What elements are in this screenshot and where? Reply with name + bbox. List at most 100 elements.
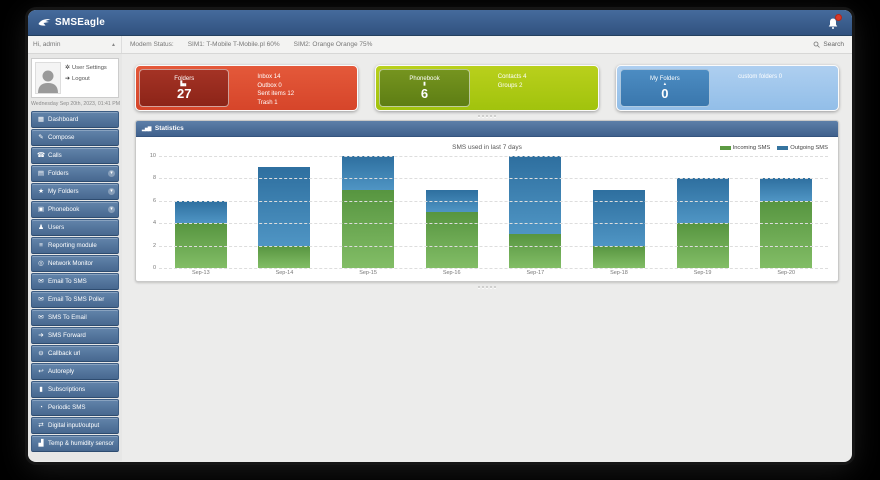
folder-chart-icon: ▙▖	[180, 80, 189, 87]
sidebar-item-callback-url[interactable]: ⊖ Callback url	[31, 345, 119, 362]
sidebar-item-label: Reporting module	[48, 241, 97, 249]
bar-Sep-17	[509, 156, 562, 268]
x-tick-label: Sep-19	[693, 270, 712, 276]
callback-icon: ⊖	[38, 350, 44, 358]
notification-badge	[835, 13, 842, 21]
sidebar-item-sms-forward[interactable]: ➔ SMS Forward	[31, 327, 119, 344]
legend-label: Outgoing SMS	[790, 145, 828, 151]
my-folders-card-title: My Folders	[650, 75, 680, 82]
bar-Sep-14	[258, 167, 311, 268]
main-content: Folders ▙▖ 27 Inbox 14 Outbox 0 Sent items…	[122, 54, 852, 461]
status-bar: Hi, admin ▲ Modem Status: SIM1: T-Mobile…	[28, 36, 852, 54]
bars-container	[159, 156, 828, 268]
legend-label: Incoming SMS	[732, 145, 771, 151]
phonebook-card[interactable]: Phonebook ▮ 6 Contacts 4 Groups 2	[375, 65, 599, 111]
sidebar-item-folders[interactable]: ▤ Folders ▾	[31, 165, 119, 182]
sidebar-item-label: Phonebook	[48, 205, 80, 213]
bar-segment-outgoing	[258, 167, 311, 246]
sidebar-item-network-monitor[interactable]: ◎ Network Monitor	[31, 255, 119, 272]
chevron-down-icon[interactable]: ▾	[108, 169, 115, 177]
modem-status-label: Modem Status:	[130, 41, 174, 48]
sim1-status: SIM1: T-Mobile T-Mobile.pl 60%	[187, 41, 280, 48]
bar-segment-outgoing	[342, 156, 395, 190]
sidebar-item-label: Subscriptions	[48, 385, 86, 393]
sidebar-item-compose[interactable]: ✎ Compose	[31, 129, 119, 146]
bar-segment-outgoing	[592, 189, 645, 246]
user-settings-label: User Settings	[72, 64, 107, 71]
card-detail-line: Contacts 4	[497, 74, 527, 80]
statistics-panel-title: Statistics	[154, 125, 184, 132]
compose-icon: ✎	[38, 134, 44, 142]
envelope-icon: ✉	[38, 296, 44, 304]
sidebar-item-users[interactable]: ♟ Users	[31, 219, 119, 236]
statistics-panel-header[interactable]: ▂▅▇ Statistics	[136, 121, 838, 137]
network-monitor-icon: ◎	[38, 260, 44, 268]
phonebook-icon: ▣	[37, 206, 45, 214]
sidebar-item-label: Network Monitor	[48, 259, 94, 267]
dashboard-icon: ▦	[37, 116, 45, 124]
sidebar-item-autoreply[interactable]: ↩ Autoreply	[31, 363, 119, 380]
bar-segment-incoming	[760, 200, 813, 268]
search-button[interactable]: Search	[813, 41, 852, 48]
bar-segment-incoming	[425, 212, 478, 268]
logout-link[interactable]: ➔ Logout	[65, 75, 107, 83]
bar-Sep-13	[174, 200, 227, 268]
bar-Sep-15	[342, 156, 395, 268]
sidebar-item-subscriptions[interactable]: ▮ Subscriptions	[31, 381, 119, 398]
my-folders-card-count: 0	[661, 85, 669, 101]
sidebar-item-email-to-sms-poller[interactable]: ✉ Email To SMS Poller	[31, 291, 119, 308]
subscriptions-icon: ▮	[39, 386, 43, 394]
bar-segment-incoming	[258, 245, 311, 268]
folders-card-details: Inbox 14 Outbox 0 Sent items 12 Trash 1	[229, 69, 354, 107]
sidebar-item-dashboard[interactable]: ▦ Dashboard	[31, 111, 119, 128]
sidebar-item-label: Email To SMS Poller	[48, 295, 105, 303]
card-detail-line: custom folders 0	[738, 74, 783, 80]
sidebar-item-digital-input-output[interactable]: ⇄ Digital input/output	[31, 417, 119, 434]
notifications-button[interactable]	[826, 13, 842, 30]
phonebook-card-title: Phonebook	[409, 75, 440, 82]
plot-area	[159, 156, 828, 269]
chart-legend: Incoming SMS Outgoing SMS	[719, 145, 828, 151]
title-bar: SMSEagle	[28, 10, 852, 36]
sidebar-item-reporting-module[interactable]: ≡ Reporting module	[31, 237, 119, 254]
panel-drag-handle[interactable]	[135, 111, 839, 120]
chevron-down-icon[interactable]: ▾	[108, 205, 115, 213]
phonebook-card-details: Contacts 4 Groups 2	[470, 69, 595, 107]
user-greeting: Hi, admin	[33, 41, 61, 48]
sidebar-item-label: My Folders	[48, 187, 79, 195]
eagle-icon	[38, 18, 51, 26]
sidebar-item-sms-to-email[interactable]: ✉ SMS To Email	[31, 309, 119, 326]
chart-area: SMS used in last 7 days Incoming SMS Outg…	[136, 137, 838, 281]
my-folders-card-counter: My Folders ▴ 0	[619, 69, 711, 107]
panel-drag-handle[interactable]	[135, 282, 839, 291]
sidebar-item-temp-humidity-sensor[interactable]: ▟ Temp & humidity sensor	[31, 435, 119, 452]
folders-card[interactable]: Folders ▙▖ 27 Inbox 14 Outbox 0 Sent items…	[135, 65, 359, 111]
logout-label: Logout	[72, 75, 90, 82]
current-datetime: Wednesday Sep 20th, 2023, 01:41 PM	[31, 101, 121, 107]
user-settings-link[interactable]: ✲ User Settings	[65, 64, 107, 72]
y-tick-label: 8	[152, 175, 156, 182]
user-menu[interactable]: Hi, admin ▲	[28, 36, 122, 53]
chevron-down-icon[interactable]: ▾	[108, 187, 115, 195]
sidebar-item-email-to-sms[interactable]: ✉ Email To SMS	[31, 273, 119, 290]
sidebar-item-label: SMS To Email	[48, 313, 87, 321]
bar-segment-outgoing	[509, 156, 562, 235]
gridline	[159, 245, 828, 247]
sidebar-item-periodic-sms[interactable]: ◔ Periodic SMS	[31, 399, 119, 416]
sidebar-item-calls[interactable]: ☎ Calls	[31, 147, 119, 164]
x-tick-label: Sep-13	[191, 270, 210, 276]
sidebar-item-phonebook[interactable]: ▣ Phonebook ▾	[31, 201, 119, 218]
gridline	[159, 156, 828, 157]
sidebar-nav: ▦ Dashboard ✎ Compose ☎ Calls ▤ Folders ▾ ★ My Fol…	[31, 111, 119, 452]
my-folders-card[interactable]: My Folders ▴ 0 custom folders 0	[615, 65, 839, 111]
x-tick-label: Sep-14	[275, 270, 294, 276]
input-output-icon: ⇄	[38, 422, 44, 430]
sidebar-item-my-folders[interactable]: ★ My Folders ▾	[31, 183, 119, 200]
sidebar-item-label: Email To SMS	[48, 277, 87, 285]
users-icon: ♟	[38, 224, 44, 232]
app-title: SMSEagle	[55, 17, 105, 28]
y-tick-label: 4	[152, 220, 156, 227]
person-silhouette-icon	[38, 70, 58, 93]
bar-chart-icon: ▂▅▇	[142, 125, 151, 131]
y-tick-label: 2	[152, 242, 156, 249]
